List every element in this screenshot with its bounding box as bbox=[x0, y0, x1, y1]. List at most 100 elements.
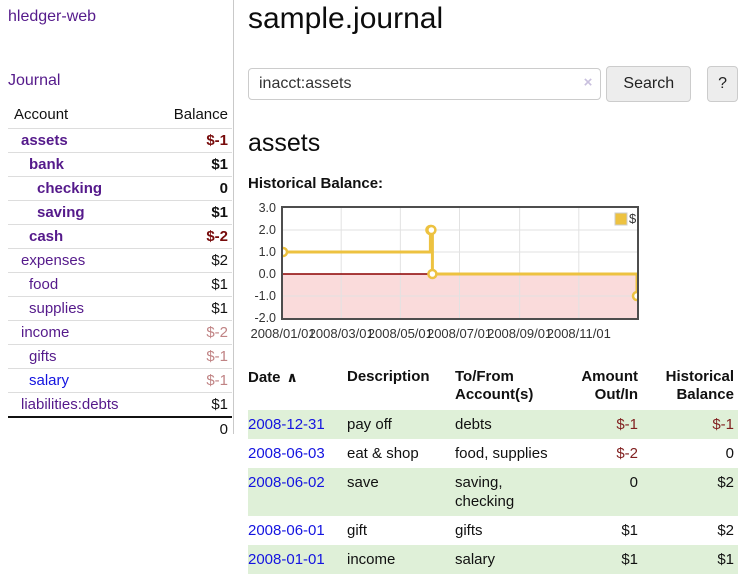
description-column-header: Description bbox=[347, 368, 430, 385]
account-row: liabilities:debts $1 bbox=[8, 392, 232, 417]
balance-value: $-2 bbox=[151, 224, 232, 249]
account-link[interactable]: supplies bbox=[29, 300, 85, 317]
account-link[interactable]: salary bbox=[29, 372, 70, 389]
table-row: 2008-06-01 gift gifts $1 $2 bbox=[248, 516, 738, 545]
x-axis-label: 2008/09/01 bbox=[487, 326, 553, 341]
description-cell: eat & shop bbox=[347, 445, 419, 462]
account-link[interactable]: gifts bbox=[29, 348, 57, 365]
description-cell: income bbox=[347, 551, 396, 568]
y-axis-label: 1.0 bbox=[258, 245, 276, 259]
balance-value: $1 bbox=[151, 392, 232, 417]
account-link[interactable]: checking bbox=[37, 180, 103, 197]
account-row: saving $1 bbox=[8, 200, 232, 225]
balance-value: $-1 bbox=[206, 132, 228, 149]
y-axis-label: 0.0 bbox=[258, 267, 276, 281]
y-axis-label: -1.0 bbox=[254, 289, 276, 303]
account-row: assets $-1 bbox=[8, 129, 232, 153]
search-form: × Search ? bbox=[248, 66, 738, 102]
balance-cell: $-1 bbox=[712, 416, 734, 433]
balance-value: $-1 bbox=[151, 368, 232, 393]
legend-label: $ bbox=[629, 211, 637, 226]
register-table: Date ∧ Description To/From Account(s) Amo… bbox=[248, 366, 738, 574]
date-link[interactable]: 2008-01-01 bbox=[248, 551, 325, 568]
historical-balance-column-header: Historical Balance bbox=[665, 368, 734, 403]
search-button[interactable]: Search bbox=[606, 66, 692, 102]
account-row: checking 0 bbox=[8, 176, 232, 201]
sort-ascending-icon: ∧ bbox=[286, 369, 298, 385]
accounts-cell: debts bbox=[455, 416, 492, 433]
account-link[interactable]: income bbox=[21, 324, 70, 341]
clear-search-icon[interactable]: × bbox=[583, 74, 593, 91]
nav-journal-link[interactable]: Journal bbox=[8, 72, 61, 89]
date-link[interactable]: 2008-12-31 bbox=[248, 416, 325, 433]
accounts-cell: salary bbox=[455, 551, 496, 568]
account-link[interactable]: assets bbox=[21, 132, 68, 149]
balance-value: $1 bbox=[151, 296, 232, 321]
sidebar-divider bbox=[233, 0, 234, 434]
page-title: sample.journal bbox=[248, 2, 444, 35]
accounts-cell: food, supplies bbox=[455, 445, 548, 462]
table-row: 2008-12-31 pay off debts $-1 $-1 bbox=[248, 410, 738, 439]
balance-cell: $1 bbox=[717, 551, 734, 568]
sidebar: hledger-web Journal Account Balance asse… bbox=[8, 0, 232, 441]
balance-value: $1 bbox=[151, 152, 232, 177]
x-axis-label: 2008/01/01 bbox=[250, 326, 316, 341]
y-axis-label: -2.0 bbox=[254, 311, 276, 325]
date-column-header[interactable]: Date ∧ bbox=[248, 369, 298, 386]
account-row: bank $1 bbox=[8, 152, 232, 177]
date-link[interactable]: 2008-06-03 bbox=[248, 445, 325, 462]
sidebar-total-balance: 0 bbox=[151, 416, 232, 441]
account-link[interactable]: saving bbox=[37, 204, 85, 221]
x-axis-label: 2008/05/01 bbox=[367, 326, 433, 341]
balance-value: 0 bbox=[151, 176, 232, 201]
account-link[interactable]: expenses bbox=[21, 252, 86, 269]
register-rows: 2008-12-31 pay off debts $-1 $-1 2008-06-03 ea… bbox=[248, 410, 738, 574]
balance-value: $2 bbox=[151, 248, 232, 273]
table-row: 2008-06-02 save saving, checking 0 $2 bbox=[248, 468, 738, 516]
amount-column-header: Amount Out/In bbox=[581, 368, 638, 403]
account-row: income $-2 bbox=[8, 320, 232, 345]
description-cell: pay off bbox=[347, 416, 392, 433]
legend-swatch bbox=[614, 212, 628, 226]
account-heading: assets bbox=[248, 129, 321, 157]
accounts-cell: gifts bbox=[455, 522, 483, 539]
account-rows: assets $-1 bank $1 checking 0 saving $1 cash $-2 e… bbox=[8, 129, 232, 417]
accounts-column-header-main: To/From Account(s) bbox=[455, 368, 534, 403]
balance-value: $-2 bbox=[151, 320, 232, 345]
balance-value: $-1 bbox=[151, 344, 232, 369]
accounts-table: Account Balance assets $-1 bank $1 checking 0… bbox=[8, 103, 232, 441]
x-axis-label: 2008/07/01 bbox=[426, 326, 493, 341]
accounts-column-header: Account bbox=[8, 103, 152, 129]
account-link[interactable]: food bbox=[29, 276, 59, 293]
account-link[interactable]: liabilities:debts bbox=[21, 396, 119, 413]
amount-cell: $-1 bbox=[616, 416, 638, 433]
date-link[interactable]: 2008-06-02 bbox=[248, 474, 325, 491]
help-button[interactable]: ? bbox=[707, 66, 738, 102]
account-row: salary $-1 bbox=[8, 368, 232, 393]
accounts-cell: saving, checking bbox=[455, 474, 515, 510]
account-link[interactable]: cash bbox=[29, 228, 64, 245]
balance-chart: $ 3.0 2.0 1.0 0.0 -1.0 -2.0 2008/01/01 2008/03… bbox=[248, 201, 668, 350]
account-link[interactable]: bank bbox=[29, 156, 65, 173]
balance-cell: $2 bbox=[717, 474, 734, 491]
amount-cell: 0 bbox=[629, 474, 638, 491]
balance-cell: 0 bbox=[725, 445, 734, 462]
account-row: food $1 bbox=[8, 272, 232, 297]
search-input[interactable] bbox=[248, 68, 602, 100]
main-content: sample.journal × Search ? assets Histori… bbox=[248, 0, 738, 574]
date-link[interactable]: 2008-06-01 bbox=[248, 522, 325, 539]
table-row: 2008-01-01 income salary $1 $1 bbox=[248, 545, 738, 574]
brand-link[interactable]: hledger-web bbox=[8, 8, 97, 25]
account-row: cash $-2 bbox=[8, 224, 232, 249]
account-row: supplies $1 bbox=[8, 296, 232, 321]
balance-cell: $2 bbox=[717, 522, 734, 539]
account-row: expenses $2 bbox=[8, 248, 232, 273]
account-row: gifts $-1 bbox=[8, 344, 232, 369]
balance-chart-plot[interactable]: $ bbox=[281, 206, 639, 320]
sidebar-total-row: 0 bbox=[8, 416, 232, 441]
amount-cell: $1 bbox=[621, 522, 638, 539]
amount-cell: $1 bbox=[621, 551, 638, 568]
chart-title: Historical Balance: bbox=[248, 175, 384, 192]
balance-column-header: Balance bbox=[151, 103, 232, 129]
chart-legend: $ bbox=[614, 211, 637, 226]
